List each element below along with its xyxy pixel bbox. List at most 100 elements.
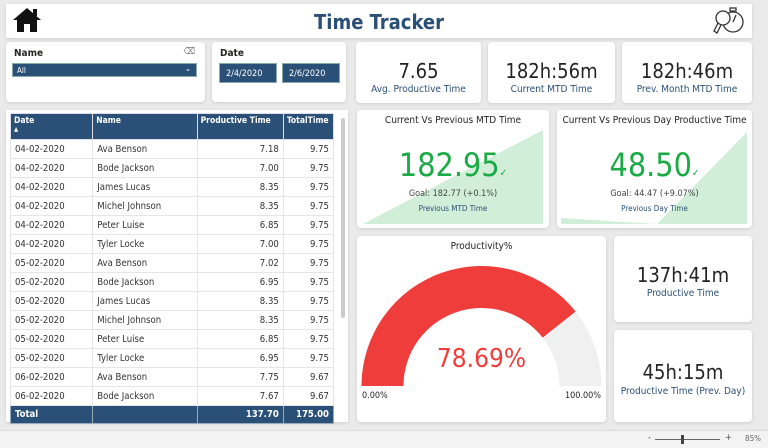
table-cell: 04-02-2020	[9, 158, 94, 178]
stopwatch-search-icon	[713, 7, 744, 34]
table-cell: 06-02-2020	[9, 367, 94, 387]
table-cell: 9.67	[282, 386, 335, 406]
table-row[interactable]: 05-02-2020 Peter Luise 6.85 9.75	[9, 329, 335, 349]
table-cell: 05-02-2020	[9, 348, 94, 368]
column-header[interactable]: Productive Time	[196, 113, 284, 140]
trend-area	[561, 132, 747, 224]
table-cell: 8.35	[196, 196, 284, 216]
kpi-current-mtd: 182h:56m Current MTD Time	[488, 42, 615, 103]
sort-ascending-icon: ▲	[14, 126, 19, 133]
table-row[interactable]: 04-02-2020 Tyler Locke 7.00 9.75	[9, 234, 335, 254]
table-cell: Michel Johnson	[92, 310, 198, 330]
check-icon: ✓	[499, 168, 508, 179]
table-cell: 05-02-2020	[9, 310, 94, 330]
productivity-gauge	[361, 266, 602, 386]
table-cell: 05-02-2020	[9, 329, 94, 349]
table-cell: 04-02-2020	[9, 234, 94, 254]
total-cell: Total	[9, 405, 94, 424]
table-cell: 05-02-2020	[9, 291, 94, 311]
kpi-prev-month-mtd: 182h:46m Prev. Month MTD Time	[622, 42, 752, 103]
table-cell: Ava Benson	[92, 367, 198, 387]
table-cell: 6.85	[196, 329, 284, 349]
table-cell: 6.95	[196, 348, 284, 368]
gauge-min: 0.00%	[362, 391, 388, 401]
column-header[interactable]: Date ▲	[9, 113, 94, 140]
table-row[interactable]: 05-02-2020 Bode Jackson 6.95 9.75	[9, 272, 335, 292]
table-cell: 7.75	[196, 367, 284, 387]
table-cell: 6.95	[196, 272, 284, 292]
chevron-down-icon: ⌄	[184, 64, 191, 73]
column-header[interactable]: TotalTime	[282, 113, 335, 140]
table-cell: Bode Jackson	[92, 386, 198, 406]
table-row[interactable]: 04-02-2020 James Lucas 8.35 9.75	[9, 177, 335, 197]
table-row[interactable]: 04-02-2020 Ava Benson 7.18 9.75	[9, 139, 335, 159]
start-date-input[interactable]: 2/4/2020	[219, 63, 277, 83]
mtd-value: 182.95✓	[398, 146, 508, 184]
table-cell: 04-02-2020	[9, 177, 94, 197]
table-cell: 9.75	[282, 253, 335, 273]
table-row[interactable]: 04-02-2020 Michel Johnson 8.35 9.75	[9, 196, 335, 216]
day-value: 48.50✓	[609, 146, 700, 184]
time-table: Date ▲ Name Productive Time TotalTime 04-02-…	[9, 113, 335, 424]
table-cell: 7.00	[196, 234, 284, 254]
table-cell: 05-02-2020	[9, 253, 94, 273]
table-cell: 9.75	[282, 177, 335, 197]
trend-area	[363, 130, 543, 224]
table-scrollbar[interactable]	[341, 118, 345, 318]
name-slicer: Name ⌫ All ⌄	[6, 42, 205, 102]
table-cell: Bode Jackson	[92, 158, 198, 178]
mtd-kpi-card: Current Vs Previous MTD Time 182.95✓ Goa…	[357, 110, 549, 228]
home-icon[interactable]	[12, 7, 42, 33]
table-cell: 8.35	[196, 291, 284, 311]
table-cell: 6.85	[196, 215, 284, 235]
table-cell: 9.75	[282, 139, 335, 159]
table-row[interactable]: 04-02-2020 Peter Luise 6.85 9.75	[9, 215, 335, 235]
column-header[interactable]: Name	[92, 113, 198, 140]
table-row[interactable]: 06-02-2020 Ava Benson 7.75 9.67	[9, 367, 335, 387]
header: Time Tracker	[6, 4, 752, 38]
total-cell: 137.70	[196, 405, 284, 424]
table-cell: Bode Jackson	[92, 272, 198, 292]
zoom-in-button[interactable]: +	[725, 433, 732, 443]
check-icon: ✓	[691, 168, 700, 179]
table-cell: 7.67	[196, 386, 284, 406]
table-row[interactable]: 05-02-2020 Michel Johnson 8.35 9.75	[9, 310, 335, 330]
table-cell: 7.02	[196, 253, 284, 273]
prev-day-productive-card: 45h:15m Productive Time (Prev. Day)	[614, 330, 752, 422]
total-cell	[92, 405, 198, 424]
table-cell: Tyler Locke	[92, 234, 198, 254]
zoom-level: 85%	[745, 434, 761, 443]
table-cell: 8.35	[196, 310, 284, 330]
table-cell: 06-02-2020	[9, 386, 94, 406]
table-cell: 9.75	[282, 329, 335, 349]
table-cell: Peter Luise	[92, 215, 198, 235]
table-cell: 9.75	[282, 234, 335, 254]
table-cell: 9.75	[282, 348, 335, 368]
table-row[interactable]: 05-02-2020 Ava Benson 7.02 9.75	[9, 253, 335, 273]
table-cell: 8.35	[196, 177, 284, 197]
eraser-icon[interactable]: ⌫	[183, 47, 195, 57]
table-cell: 7.00	[196, 158, 284, 178]
table-cell: 9.75	[282, 158, 335, 178]
table-row[interactable]: 04-02-2020 Bode Jackson 7.00 9.75	[9, 158, 335, 178]
productivity-gauge-card: Productivity% 78.69% 0.00% 100.00%	[357, 236, 606, 422]
table-cell: 9.75	[282, 272, 335, 292]
table-cell: 9.75	[282, 196, 335, 216]
table-row[interactable]: 05-02-2020 Tyler Locke 6.95 9.75	[9, 348, 335, 368]
table-cell: 04-02-2020	[9, 196, 94, 216]
total-cell: 175.00	[282, 405, 335, 424]
status-bar: - + 85%	[0, 430, 768, 448]
zoom-out-button[interactable]: -	[648, 433, 651, 443]
zoom-slider[interactable]	[655, 435, 720, 444]
table-cell: 05-02-2020	[9, 272, 94, 292]
date-slicer: Date 2/4/2020 2/6/2020	[212, 42, 346, 102]
table-row[interactable]: 05-02-2020 James Lucas 8.35 9.75	[9, 291, 335, 311]
table-cell: 04-02-2020	[9, 139, 94, 159]
gauge-value: 78.69%	[436, 344, 527, 374]
name-dropdown[interactable]: All ⌄	[12, 63, 197, 77]
end-date-input[interactable]: 2/6/2020	[282, 63, 340, 83]
productive-time-card: 137h:41m Productive Time	[614, 236, 752, 322]
table-row[interactable]: 06-02-2020 Bode Jackson 7.67 9.67	[9, 386, 335, 406]
table-cell: Ava Benson	[92, 253, 198, 273]
table-cell: 9.75	[282, 291, 335, 311]
